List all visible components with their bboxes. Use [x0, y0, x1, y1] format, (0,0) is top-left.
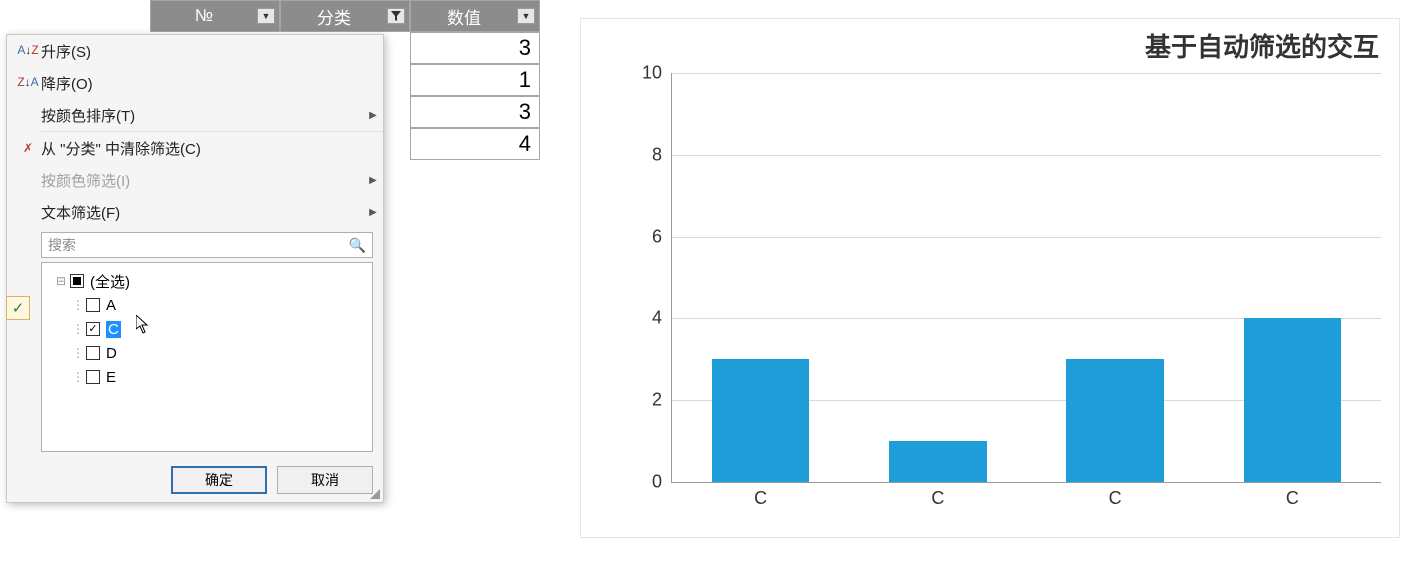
ok-button[interactable]: 确定 — [171, 466, 267, 494]
resize-grip-icon[interactable] — [370, 489, 380, 499]
menu-label: 从 "分类" 中清除筛选(C) — [41, 138, 383, 159]
dialog-buttons: 确定 取消 — [7, 460, 383, 496]
y-axis-label: 0 — [652, 472, 672, 493]
cell-value[interactable]: 4 — [410, 128, 540, 160]
filter-active-icon[interactable] — [387, 8, 405, 24]
tree-item[interactable]: ⋮E — [50, 365, 364, 389]
chart-bar — [1244, 318, 1341, 482]
checkbox-icon[interactable] — [86, 322, 100, 336]
tree-item-label: A — [106, 297, 116, 314]
col-header-value[interactable]: 数值 ▼ — [410, 0, 540, 32]
tree-item[interactable]: ⋮D — [50, 341, 364, 365]
chart-bar — [889, 441, 986, 482]
col-header-label: 数值 — [411, 4, 517, 29]
tree-item-label: E — [106, 369, 116, 386]
filter-search-input[interactable]: 搜索 🔍 — [41, 232, 373, 258]
bar-chart: 基于自动筛选的交互 0246810CCCC — [580, 18, 1400, 538]
gridline — [672, 73, 1381, 74]
menu-label: 降序(O) — [41, 73, 383, 94]
sort-asc-icon: A↓Z — [15, 46, 41, 56]
search-placeholder: 搜索 — [48, 235, 349, 255]
x-axis-label: C — [754, 482, 767, 509]
clear-filter-item[interactable]: ✗ 从 "分类" 中清除筛选(C) — [7, 132, 383, 164]
col-header-category[interactable]: 分类 — [280, 0, 410, 32]
tree-label: (全选) — [90, 271, 130, 292]
gridline — [672, 237, 1381, 238]
cell-value[interactable]: 1 — [410, 64, 540, 96]
menu-label: 文本筛选(F) — [41, 202, 363, 223]
chart-title: 基于自动筛选的交互 — [1145, 27, 1379, 64]
header-row: № ▼ 分类 数值 ▼ — [150, 0, 540, 32]
x-axis-label: C — [1286, 482, 1299, 509]
checkbox-icon[interactable] — [86, 370, 100, 384]
tree-item-label: C — [106, 321, 121, 338]
menu-label: 按颜色排序(T) — [41, 105, 363, 126]
y-axis-label: 4 — [652, 308, 672, 329]
menu-label: 升序(S) — [41, 41, 383, 62]
text-filter-item[interactable]: 文本筛选(F) ▶ — [7, 196, 383, 228]
checkbox-icon[interactable] — [86, 346, 100, 360]
sort-asc-item[interactable]: A↓Z 升序(S) — [7, 35, 383, 67]
clear-filter-icon: ✗ — [15, 141, 41, 155]
filter-by-color-item: 按颜色筛选(I) ▶ — [7, 164, 383, 196]
chart-bar — [712, 359, 809, 482]
filter-dropdown-icon[interactable]: ▼ — [257, 8, 275, 24]
col-header-no[interactable]: № ▼ — [150, 0, 280, 32]
checkbox-icon[interactable] — [86, 298, 100, 312]
y-axis-label: 6 — [652, 226, 672, 247]
chevron-right-icon: ▶ — [363, 110, 383, 121]
x-axis-label: C — [931, 482, 944, 509]
y-axis-label: 2 — [652, 390, 672, 411]
tree-item-label: D — [106, 345, 117, 362]
y-axis-label: 10 — [642, 63, 672, 84]
gridline — [672, 155, 1381, 156]
filter-dropdown-icon[interactable]: ▼ — [517, 8, 535, 24]
chevron-right-icon: ▶ — [363, 207, 383, 218]
tree-item[interactable]: ⋮C — [50, 317, 364, 341]
sort-desc-icon: Z↓A — [15, 78, 41, 88]
autofilter-menu: A↓Z 升序(S) Z↓A 降序(O) 按颜色排序(T) ▶ ✗ 从 "分类" … — [6, 34, 384, 503]
cell-value[interactable]: 3 — [410, 32, 540, 64]
col-header-label: 分类 — [281, 4, 387, 29]
sort-desc-item[interactable]: Z↓A 降序(O) — [7, 67, 383, 99]
chart-bar — [1066, 359, 1163, 482]
menu-label: 按颜色筛选(I) — [41, 170, 363, 191]
checkbox-indeterminate-icon[interactable] — [70, 274, 84, 288]
chevron-right-icon: ▶ — [363, 175, 383, 186]
tree-item[interactable]: ⋮A — [50, 293, 364, 317]
col-header-label: № — [151, 6, 257, 26]
tree-select-all[interactable]: ⊟ (全选) — [50, 269, 364, 293]
checkbox-handle-icon: ✓ — [6, 296, 30, 320]
sort-by-color-item[interactable]: 按颜色排序(T) ▶ — [7, 99, 383, 131]
x-axis-label: C — [1109, 482, 1122, 509]
chart-plot-area: 0246810CCCC — [671, 73, 1381, 483]
cell-value[interactable]: 3 — [410, 96, 540, 128]
cancel-button[interactable]: 取消 — [277, 466, 373, 494]
filter-checkbox-tree[interactable]: ⊟ (全选) ⋮A⋮C⋮D⋮E — [41, 262, 373, 452]
y-axis-label: 8 — [652, 144, 672, 165]
search-icon: 🔍 — [349, 237, 366, 254]
